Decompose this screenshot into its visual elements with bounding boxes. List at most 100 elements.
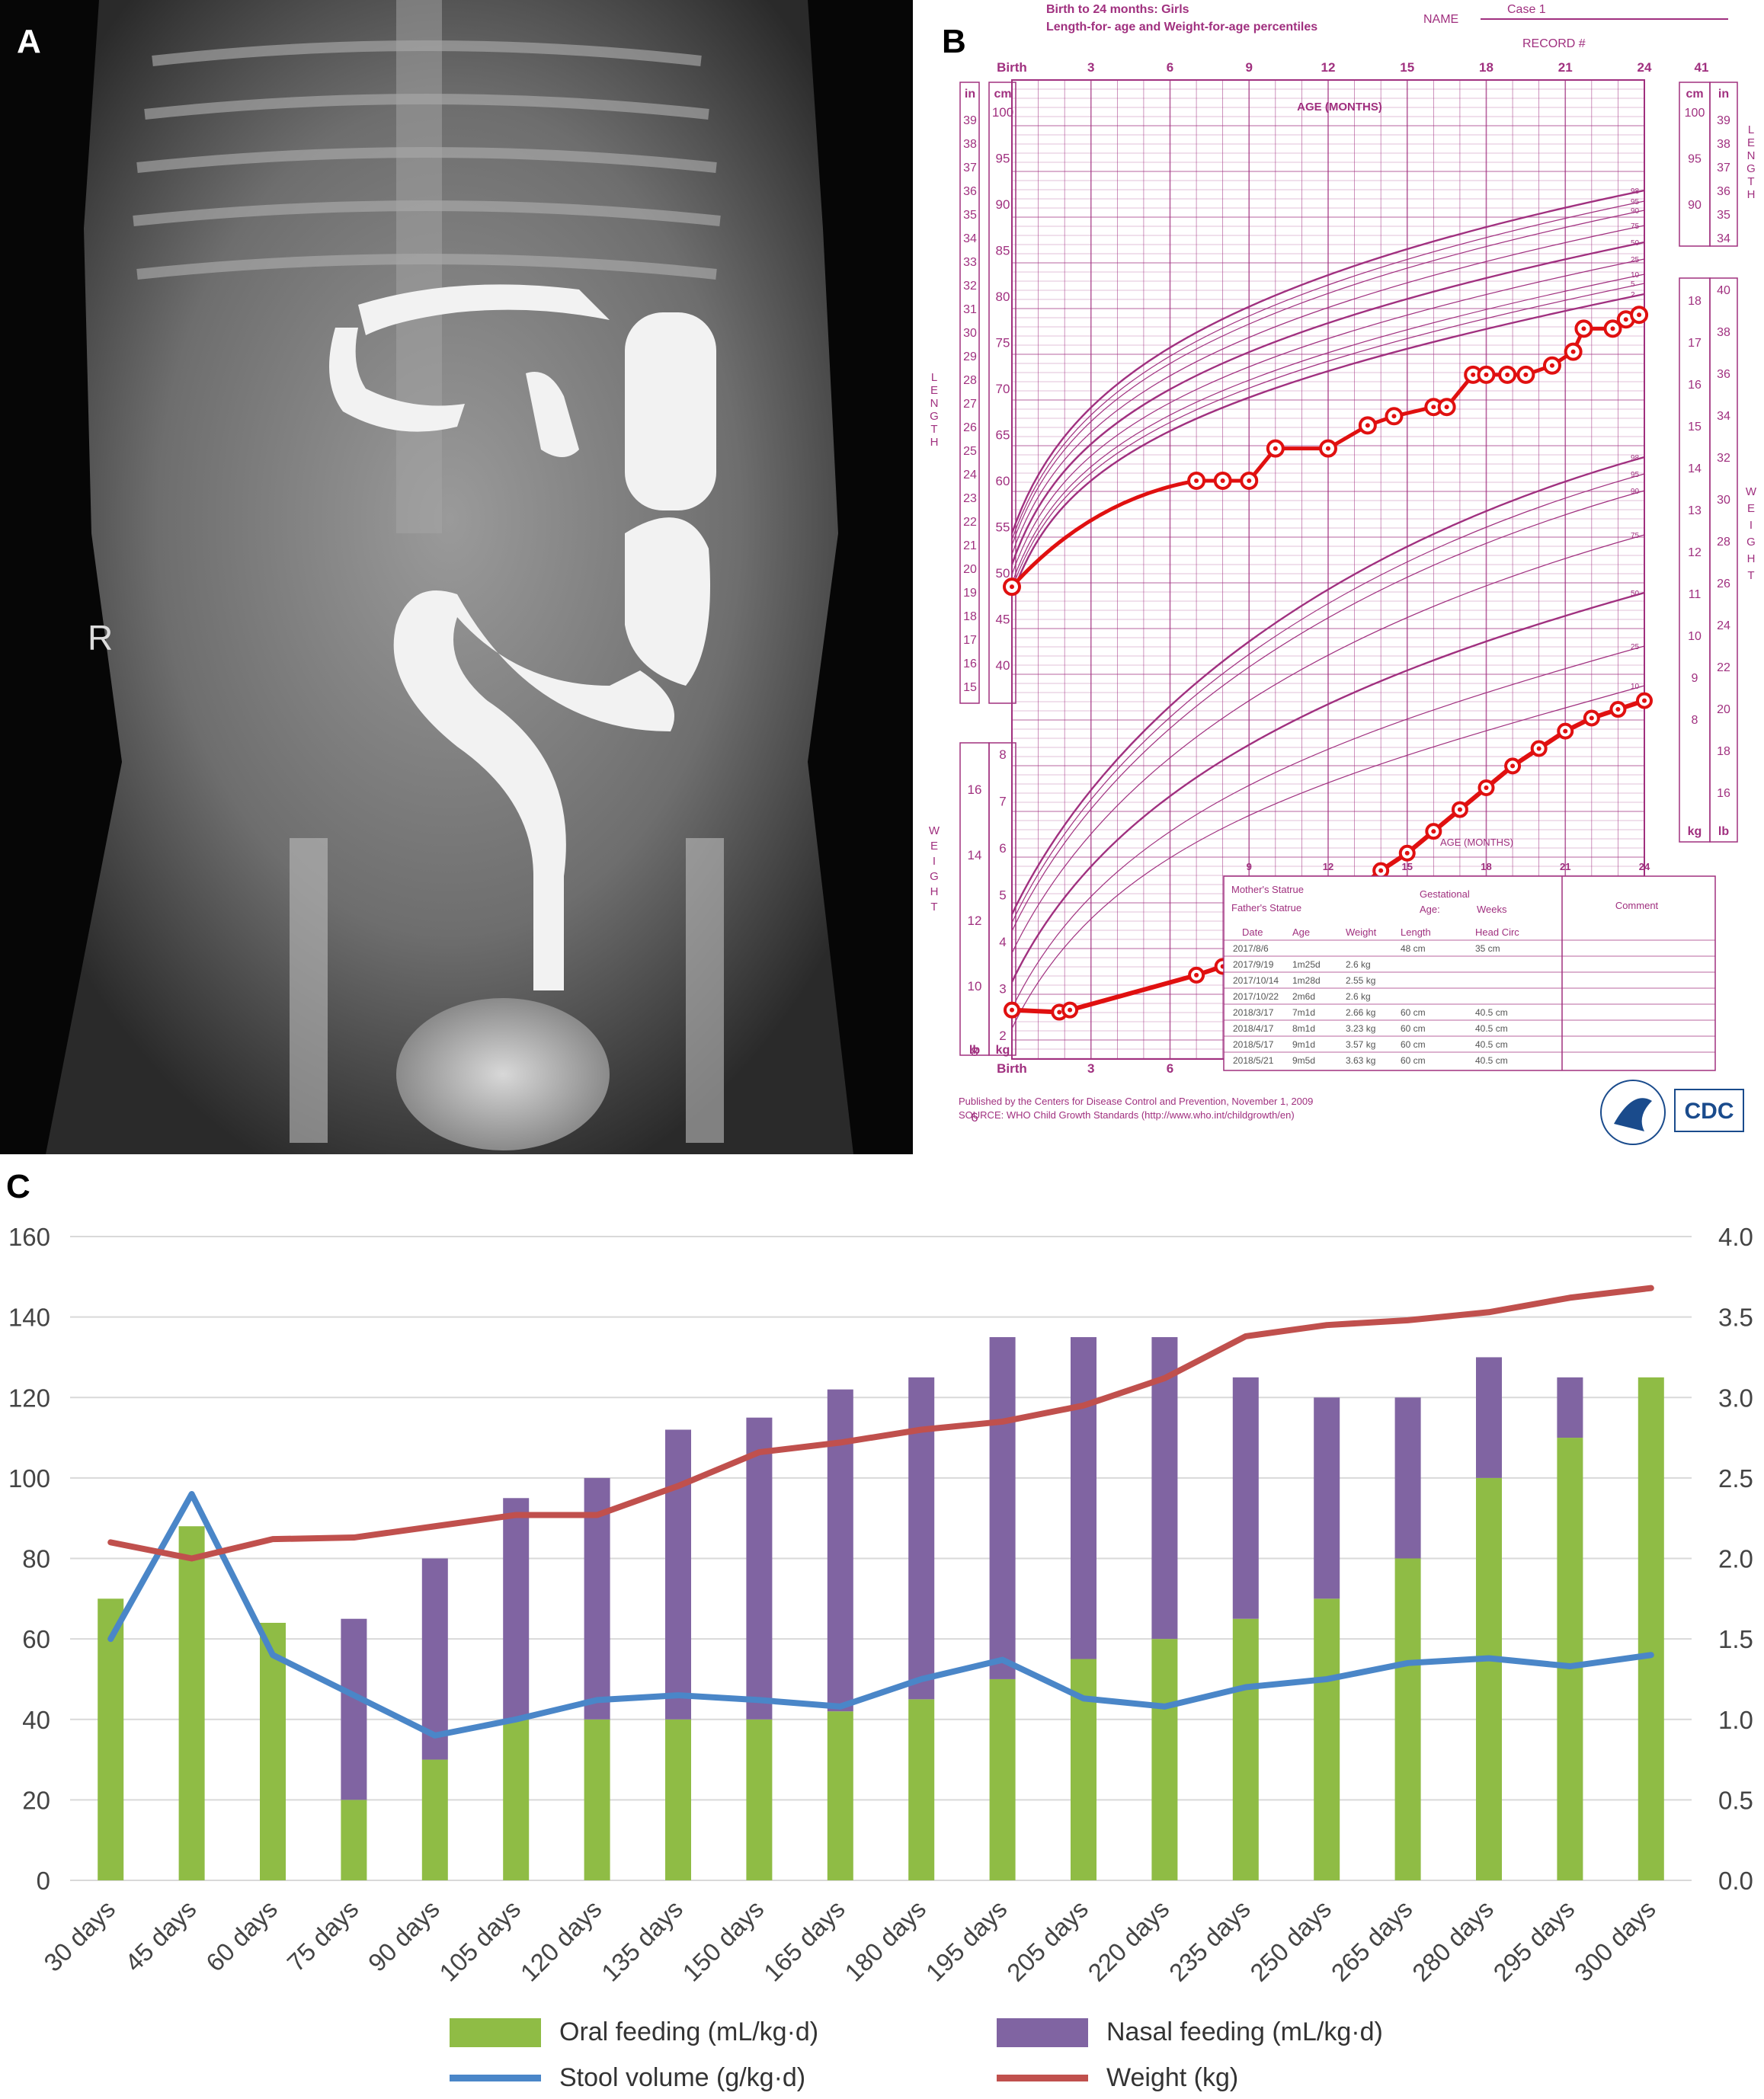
length-in-tick: 27 — [963, 398, 977, 411]
length-in-tick: 37 — [963, 162, 977, 174]
weight-kg-tick-left: 5 — [999, 888, 1006, 903]
top-age-tick: 41 — [1695, 60, 1709, 75]
length-percentile-curve — [1011, 258, 1645, 575]
table-cell: 35 cm — [1475, 943, 1500, 954]
length-cm-tick: 55 — [996, 520, 1010, 535]
weight-point-dot — [1194, 972, 1199, 978]
right-length-in-tick: 38 — [1717, 138, 1730, 151]
length-point-dot — [1010, 584, 1014, 590]
weight-kg-tick-left: 7 — [999, 795, 1006, 809]
table-cell: 40.5 cm — [1475, 1007, 1508, 1018]
bar-oral — [827, 1711, 853, 1880]
y-left-tick-label: 20 — [22, 1786, 50, 1814]
right-weight-kg-tick: 9 — [1692, 672, 1698, 685]
length-in-tick: 21 — [963, 539, 977, 552]
length-in-tick: 33 — [963, 256, 977, 269]
top-age-tick: 15 — [1400, 60, 1414, 75]
length-in-tick: 20 — [963, 563, 977, 576]
bar-nasal — [341, 1618, 367, 1800]
right-weight-kg-tick: 14 — [1688, 462, 1702, 475]
table-cell: 9m5d — [1292, 1055, 1315, 1066]
hhs-eagle-icon — [1614, 1098, 1652, 1131]
length-point-dot — [1194, 478, 1199, 483]
legend-oral-swatch — [450, 2017, 541, 2047]
table-cell: 60 cm — [1401, 1055, 1426, 1066]
unit-in-label: in — [965, 88, 975, 101]
table-cell: 2017/10/22 — [1233, 991, 1279, 1002]
length-percentile-label: 75 — [1631, 222, 1640, 231]
bar-oral — [1638, 1377, 1664, 1880]
table-header: Head Circ — [1475, 926, 1519, 938]
x-tick-label: 180 days — [839, 1895, 931, 1987]
weight-point-dot — [1010, 1007, 1014, 1013]
table-cell: 2018/3/17 — [1233, 1007, 1274, 1018]
table-cell: 2018/5/21 — [1233, 1055, 1274, 1066]
length-in-tick: 32 — [963, 280, 977, 293]
length-cm-tick: 100 — [992, 105, 1013, 120]
hhs-seal-icon — [1600, 1080, 1666, 1145]
table-cell: 40.5 cm — [1475, 1039, 1508, 1050]
weight-letter-right: T — [1747, 569, 1754, 582]
right-weight-lb-tick: 16 — [1717, 787, 1730, 800]
length-point-dot — [1505, 372, 1510, 377]
weight-percentile-label: 10 — [1631, 683, 1640, 691]
table-age-tick: 24 — [1639, 861, 1650, 872]
table-age-tick: 12 — [1323, 861, 1333, 872]
weight-percentile-label: 90 — [1631, 488, 1640, 496]
length-point-dot — [1326, 446, 1330, 451]
weight-percentile-label: 50 — [1631, 590, 1640, 598]
weight-percentile-label: 75 — [1631, 532, 1640, 540]
weight-point-dot — [1563, 728, 1568, 734]
weight-point-dot — [1615, 707, 1621, 712]
length-in-tick: 18 — [963, 610, 977, 623]
length-in-tick: 38 — [963, 138, 977, 151]
weight-percentile-curve — [1010, 456, 1645, 915]
right-weight-kg-tick: 15 — [1688, 421, 1702, 434]
table-age-tick: 21 — [1560, 861, 1570, 872]
length-percentile-label: 95 — [1631, 198, 1640, 206]
panel-label-c: C — [6, 1168, 30, 1205]
length-in-tick: 17 — [963, 634, 977, 647]
right-weight-kg-tick: 16 — [1688, 379, 1702, 392]
length-cm-tick: 60 — [996, 474, 1010, 488]
weight-lb-tick-left: 14 — [968, 848, 982, 862]
top-age-tick: 3 — [1087, 60, 1094, 75]
length-percentile-label: 25 — [1631, 256, 1640, 264]
y-right-tick-label: 0.0 — [1718, 1867, 1753, 1895]
right-weight-kg-tick: 13 — [1688, 504, 1702, 517]
weight-point-dot — [1457, 807, 1462, 812]
legend-weight-swatch — [997, 2075, 1088, 2081]
xray-image — [46, 0, 853, 1154]
mothers-stature: Mother's Statrue — [1231, 884, 1304, 895]
weight-letter: W — [929, 824, 940, 837]
weight-lb-tick-left: 8 — [971, 1045, 978, 1059]
length-cm-tick: 45 — [996, 613, 1010, 627]
weight-percentile-curve — [1011, 685, 1645, 1029]
table-cell: 2.6 kg — [1346, 959, 1371, 970]
length-in-tick: 19 — [963, 587, 977, 600]
weight-percentile-curve — [1011, 645, 1645, 1010]
right-weight-lb-tick: 26 — [1717, 578, 1730, 590]
length-point-dot — [1570, 349, 1576, 354]
top-age-tick: 9 — [1246, 60, 1253, 75]
legend-nasal-swatch — [997, 2017, 1088, 2047]
length-point-dot — [1220, 478, 1225, 483]
footer-published: Published by the Centers for Disease Con… — [959, 1096, 1313, 1107]
weight-point-dot — [1536, 746, 1541, 751]
right-length-in-tick: 36 — [1717, 185, 1730, 198]
y-right-tick-label: 1.0 — [1718, 1706, 1753, 1734]
length-point-dot — [1444, 405, 1449, 410]
bar-oral — [989, 1678, 1016, 1880]
table-cell: 60 cm — [1401, 1007, 1426, 1018]
weight-kg-tick-left: 8 — [999, 747, 1006, 762]
weight-point-dot — [1068, 1007, 1073, 1013]
weight-letter-right: H — [1747, 552, 1756, 565]
y-right-tick-label: 2.5 — [1718, 1464, 1753, 1493]
length-percentile-curve — [1010, 293, 1645, 597]
length-letter: L — [931, 371, 937, 384]
weight-percentile-curve — [1011, 534, 1645, 954]
length-letter-right: N — [1747, 149, 1756, 162]
unit-in-right: in — [1718, 88, 1729, 101]
length-letter-right: E — [1747, 136, 1755, 149]
legend-nasal: Nasal feeding (mL/kg·d) — [997, 2017, 1383, 2047]
